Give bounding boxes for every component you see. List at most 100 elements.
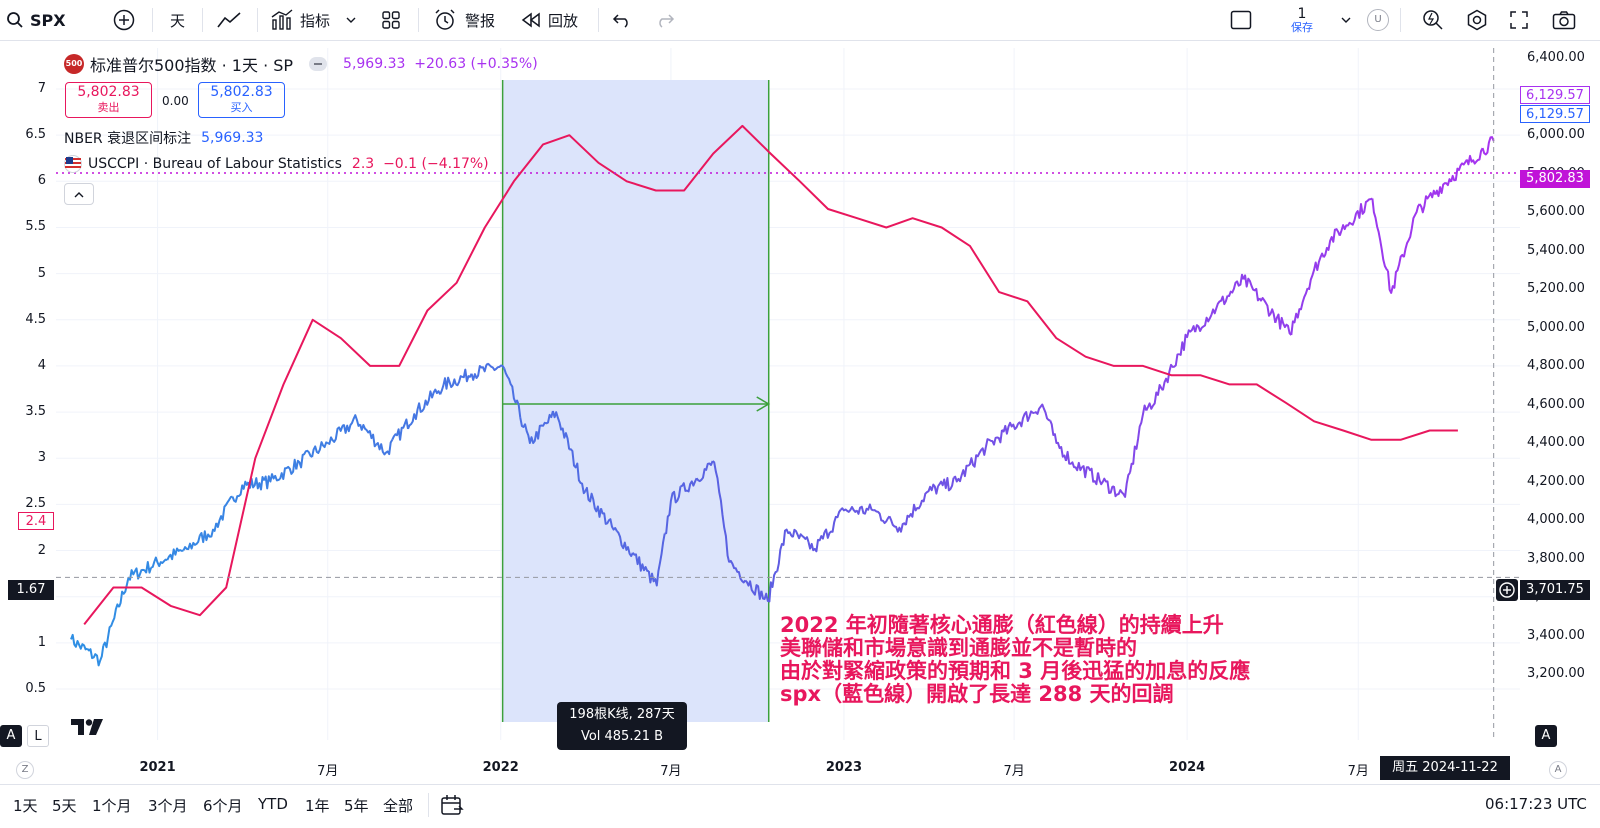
measure-bars-days: 198根K线, 287天	[569, 707, 675, 722]
alert-button[interactable]: 警报	[433, 0, 495, 40]
symbol-search[interactable]: SPX	[6, 0, 66, 40]
right-axis-label: 3,800.00	[1527, 550, 1585, 566]
left-axis-label: 3.5	[25, 404, 46, 420]
spx-line-segment	[616, 530, 634, 558]
grid-layout-icon	[382, 11, 400, 29]
spx-line-segment	[680, 477, 698, 493]
buy-button[interactable]: 5,802.83 买入	[198, 82, 285, 118]
spx-line-segment	[1290, 287, 1309, 336]
undo-button[interactable]	[612, 0, 632, 40]
spx-line-segment	[840, 506, 858, 513]
range-ytd[interactable]: YTD	[258, 795, 288, 813]
indicators-icon	[271, 9, 293, 30]
save-label: 保存	[1291, 20, 1313, 34]
spx-line-segment	[1242, 274, 1261, 302]
goto-date-button[interactable]	[440, 794, 464, 820]
spx-line-segment	[1338, 212, 1358, 237]
save-menu-button[interactable]	[1341, 0, 1351, 40]
fullscreen-button[interactable]	[1509, 0, 1529, 40]
range-5d[interactable]: 5天	[52, 797, 77, 815]
tradingview-logo	[70, 718, 104, 740]
right-axis-label: 5,600.00	[1527, 204, 1585, 219]
right-axis-label: 3,200.00	[1527, 666, 1585, 681]
left-auto-scale-toggle[interactable]: A	[0, 725, 22, 747]
main-series-title: 标准普尔500指数 · 1天 · SP	[90, 56, 294, 75]
snapshot-button[interactable]	[1552, 0, 1576, 40]
collapse-legend-button[interactable]	[64, 183, 94, 205]
spx-line-segment	[1049, 420, 1067, 462]
sp500-logo-icon: 500	[64, 54, 84, 74]
spx-line-segment	[1434, 178, 1452, 198]
measure-volume: Vol 485.21 B	[580, 729, 664, 744]
range-1m[interactable]: 1个月	[92, 797, 132, 815]
range-5y[interactable]: 5年	[344, 797, 369, 815]
sell-button[interactable]: 5,802.83 卖出	[65, 82, 152, 118]
spx-line-segment	[791, 528, 810, 543]
spx-line-segment	[407, 402, 425, 430]
time-axis-label: 2022	[482, 760, 519, 775]
save-button[interactable]: 1 保存	[1277, 0, 1327, 40]
spx-line-segment	[695, 460, 714, 483]
spx-line-segment	[311, 441, 329, 458]
range-3m[interactable]: 3个月	[148, 797, 188, 815]
spx-line-segment	[1097, 472, 1115, 494]
replay-button[interactable]: 回放	[520, 0, 578, 40]
spx-line-segment	[1033, 403, 1051, 422]
log-scale-toggle[interactable]: L	[27, 725, 49, 747]
hide-series-toggle[interactable]	[309, 57, 328, 71]
annotation-line-3: 由於對緊縮政策的預期和 3 月後迅猛的加息的反應	[780, 659, 1251, 683]
interval-button[interactable]: 天	[170, 11, 186, 30]
spx-line-segment	[569, 448, 587, 495]
range-6m[interactable]: 6个月	[203, 797, 243, 815]
range-all[interactable]: 全部	[383, 797, 414, 815]
indicators-button[interactable]: 指标	[270, 0, 356, 40]
price-chart[interactable]	[0, 42, 1600, 742]
utc-clock[interactable]: 06:17:23 UTC	[1485, 795, 1587, 813]
chart-type-button[interactable]	[216, 0, 242, 40]
chevron-up-icon	[74, 192, 84, 198]
camera-icon	[1552, 11, 1576, 30]
nber-label: NBER 衰退区间标注	[64, 131, 192, 147]
range-1y[interactable]: 1年	[305, 797, 330, 815]
fullscreen-icon	[1510, 11, 1528, 29]
cpi-legend[interactable]: USCCPI · Bureau of Labour Statistics 2.3…	[64, 155, 489, 173]
right-axis-label: 4,000.00	[1527, 512, 1585, 527]
nber-legend[interactable]: NBER 衰退区间标注 5,969.33	[64, 128, 263, 148]
cpi-last-tag: 2.4	[18, 512, 54, 530]
spx-line-segment	[1355, 197, 1373, 219]
spx-line-segment	[342, 414, 361, 434]
add-alert-button[interactable]	[1496, 579, 1518, 601]
main-series-legend[interactable]: 500 标准普尔500指数 · 1天 · SP 5,969.33 +20.63 …	[64, 52, 538, 76]
spx-line-segment	[760, 570, 778, 603]
redo-button[interactable]	[655, 0, 675, 40]
spx-line-segment	[359, 424, 378, 448]
spx-last-tag: 6,129.57	[1520, 105, 1590, 123]
spx-line-segment	[1227, 273, 1245, 297]
spx-line-segment	[1001, 421, 1020, 435]
buy-price: 5,802.83	[210, 84, 273, 100]
chevron-down-icon	[346, 17, 356, 23]
cpi-series	[83, 124, 1458, 626]
spx-line-segment	[503, 367, 522, 418]
measure-tooltip: 198根K线, 287天 Vol 485.21 B	[557, 702, 687, 750]
settings-button[interactable]	[1466, 0, 1488, 40]
avatar-initial: U	[1367, 9, 1389, 31]
spx-line-segment	[423, 388, 442, 409]
user-avatar[interactable]: U	[1367, 0, 1389, 40]
right-auto-button[interactable]: A	[1549, 761, 1567, 779]
range-1d[interactable]: 1天	[13, 797, 38, 815]
layout-select-button[interactable]	[1230, 0, 1252, 40]
compare-button[interactable]	[113, 0, 135, 40]
left-axis-label: 4	[37, 357, 46, 373]
zoom-reset-button[interactable]: Z	[16, 761, 34, 779]
layouts-button[interactable]	[380, 0, 402, 40]
sell-price: 5,802.83	[77, 84, 140, 100]
measure-range-highlight	[502, 80, 769, 722]
spx-line-segment	[295, 449, 313, 470]
right-auto-scale-toggle[interactable]: A	[1535, 725, 1557, 747]
quick-search-button[interactable]	[1422, 0, 1444, 40]
right-axis-label: 5,400.00	[1527, 242, 1585, 258]
nber-value: 5,969.33	[201, 130, 264, 146]
left-axis-label: 0.5	[25, 681, 46, 696]
top-toolbar: SPX 天 指标 警报 回放 1 保存 U	[0, 0, 1600, 41]
